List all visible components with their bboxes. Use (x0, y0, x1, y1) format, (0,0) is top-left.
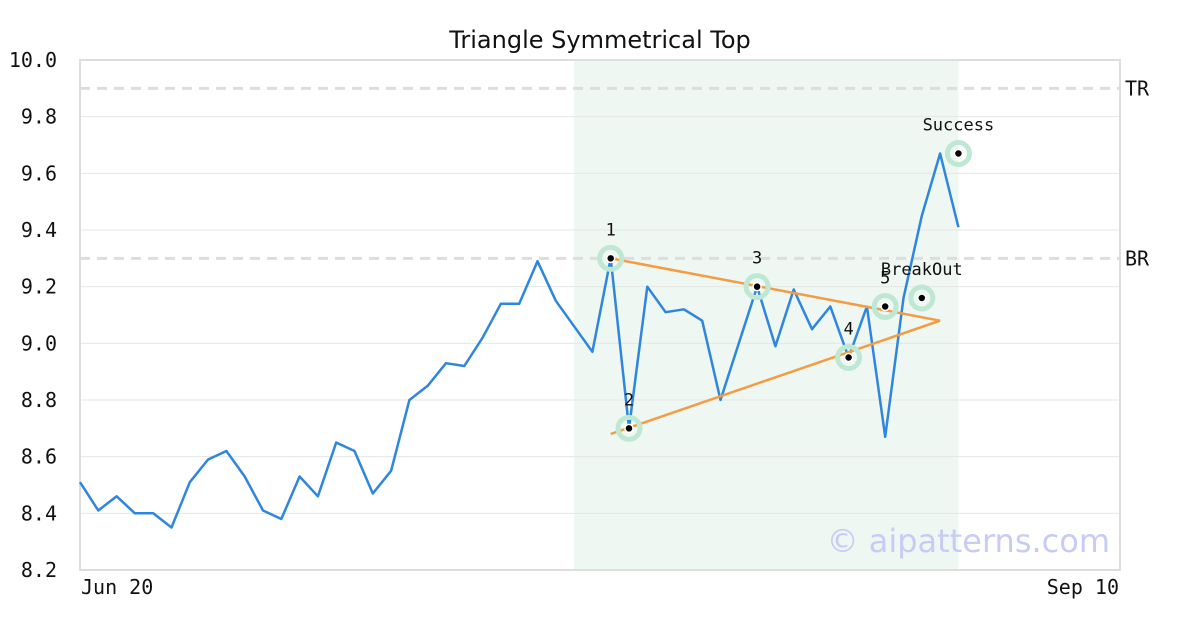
point-label: Success (923, 116, 995, 136)
level-label: BR (1125, 246, 1150, 270)
point-halo (944, 140, 972, 167)
y-tick-label: 8.8 (21, 388, 57, 412)
point-label: 4 (843, 320, 853, 340)
point-label: 2 (624, 390, 634, 410)
point-marker (953, 148, 964, 159)
y-tick-label: 9.6 (21, 161, 57, 185)
y-tick-label: 9.2 (21, 275, 57, 299)
x-tick-label: Sep 10 (1047, 575, 1119, 599)
watermark: © aipatterns.com (827, 522, 1110, 560)
point-label: BreakOut (881, 260, 963, 280)
point-label: 5 (880, 269, 890, 289)
point-marker (624, 423, 634, 434)
y-tick-label: 9.8 (21, 105, 57, 129)
y-tick-label: 10.0 (9, 48, 57, 72)
point-halo (871, 293, 899, 320)
point-halo (835, 344, 863, 371)
point-halo (615, 414, 643, 442)
y-tick-label: 8.4 (21, 501, 57, 525)
point-marker (917, 293, 927, 303)
chart-title: Triangle Symmetrical Top (448, 26, 751, 54)
point-label: 1 (606, 220, 616, 240)
point-marker (605, 253, 616, 264)
point-marker (843, 352, 854, 363)
y-tick-label: 8.6 (21, 445, 57, 469)
y-tick-label: 9.0 (21, 331, 57, 355)
point-halo (743, 273, 771, 301)
y-tick-label: 9.4 (21, 218, 57, 242)
point-label: 3 (752, 249, 762, 269)
y-tick-label: 8.2 (21, 558, 57, 582)
point-marker (752, 281, 762, 292)
point-halo (597, 244, 625, 272)
point-halo (908, 284, 936, 312)
level-label: TR (1125, 76, 1150, 100)
x-tick-label: Jun 20 (81, 575, 153, 599)
point-marker (880, 301, 890, 312)
trend-line (610, 319, 941, 436)
price-line (78, 152, 960, 529)
plot-frame (79, 59, 1121, 571)
